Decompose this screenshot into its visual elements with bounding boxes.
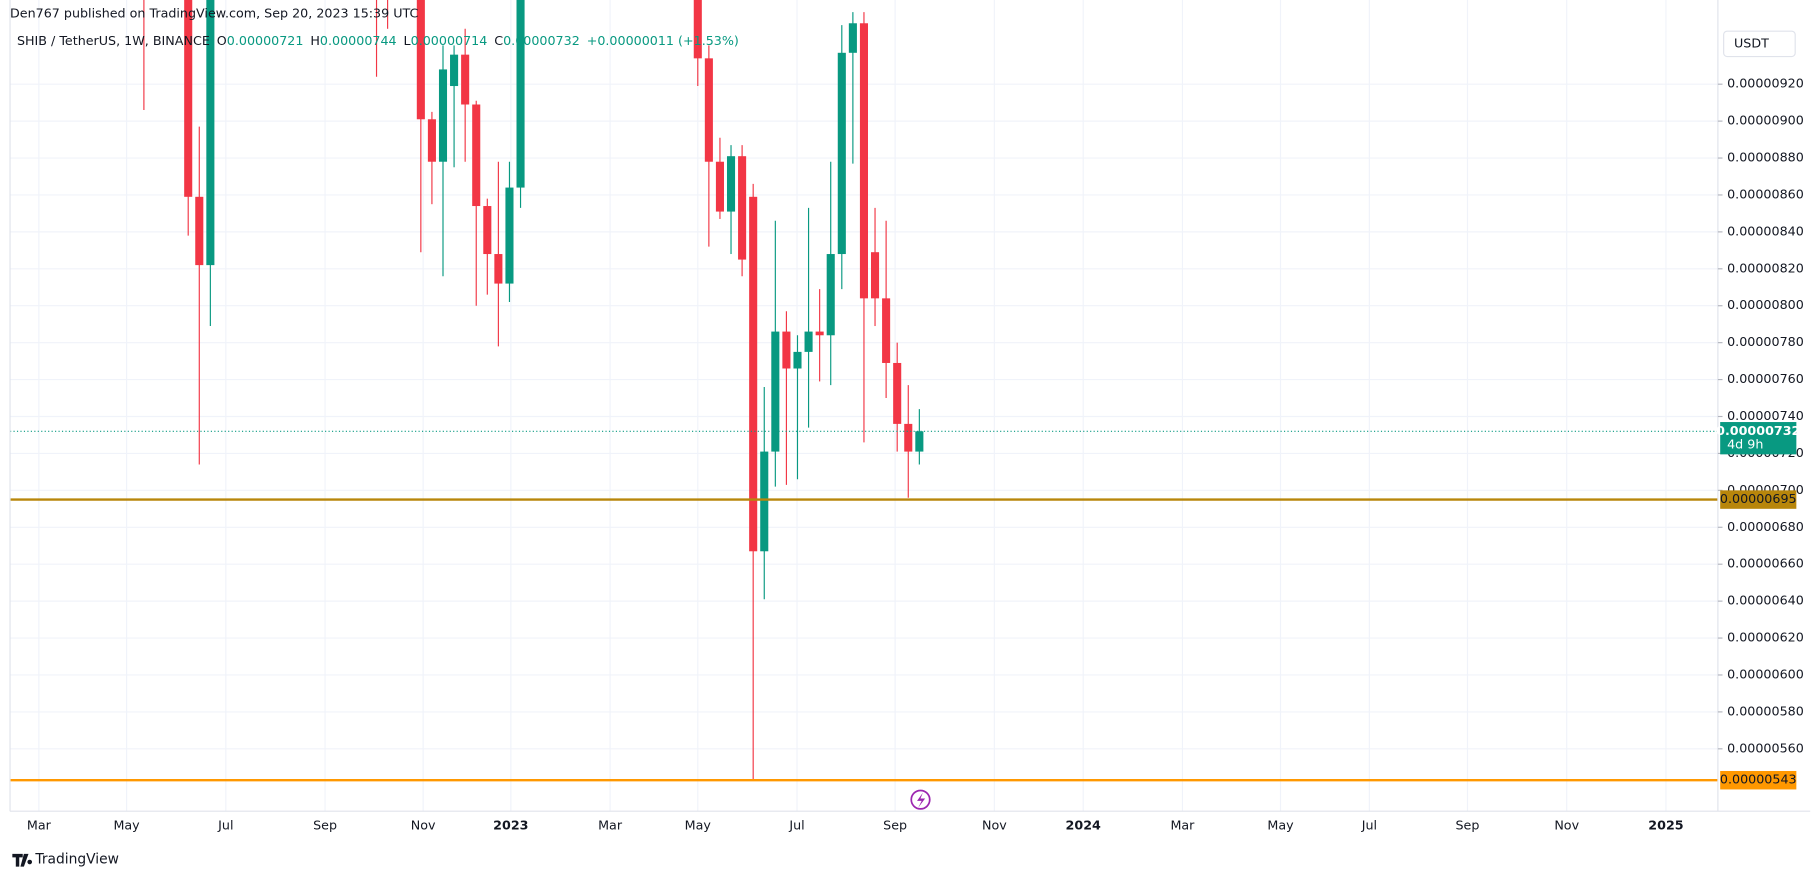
time-axis: Mar May Jul Sep Nov 2023 Mar May Jul Sep Nov 2024 Ma…	[27, 818, 1684, 833]
price-label: 0.00000695	[1720, 491, 1797, 506]
y-tick-label: 0.00000820	[1727, 260, 1804, 275]
x-tick-label: 2023	[493, 818, 528, 833]
candle-body	[505, 187, 514, 284]
ohlc-key: H	[310, 33, 320, 48]
price-label-bg	[1720, 770, 1797, 790]
x-tick-label: May	[113, 818, 140, 833]
candle-body	[184, 0, 193, 197]
candle-body	[915, 431, 924, 452]
x-tick-label: Sep	[313, 818, 337, 833]
y-tick-label: 0.00000840	[1727, 223, 1804, 238]
candle-body	[450, 54, 459, 87]
event-icon-bolt	[917, 792, 926, 808]
symbol: SHIB / TetherUS, 1W, BINANCE	[17, 33, 210, 48]
candle-body	[715, 161, 724, 212]
y-tick-label: 0.00000740	[1727, 408, 1804, 423]
y-tick-label: 0.00000580	[1727, 703, 1804, 718]
ohlc-value: 0.00000714	[411, 33, 488, 48]
y-tick-label: 0.00000880	[1727, 150, 1804, 165]
currency[interactable]: USDT	[1734, 35, 1769, 50]
x-tick-label: Nov	[982, 818, 1007, 833]
price-label-bg	[1720, 490, 1797, 509]
x-tick-label: May	[1267, 818, 1294, 833]
candle-body	[416, 0, 425, 120]
x-tick-label: Mar	[27, 818, 52, 833]
y-tick-label: 0.00000680	[1727, 519, 1804, 534]
currency-button[interactable]	[1723, 30, 1796, 58]
brand-logo	[12, 853, 33, 867]
candle-body	[837, 52, 846, 255]
y-tick-label: 0.00000900	[1727, 113, 1804, 128]
x-tick-label: Nov	[1554, 818, 1579, 833]
y-tick-label: 0.00000780	[1727, 334, 1804, 349]
candle-body	[483, 206, 492, 255]
candle-body	[870, 252, 880, 299]
candle-body	[726, 156, 736, 212]
change: +0.00000011 (+1.53%)	[587, 33, 739, 48]
candle-body	[749, 196, 758, 552]
ohlc-value: 0.00000744	[320, 33, 397, 48]
published-note: Den767 published on TradingView.com, Sep…	[10, 5, 419, 20]
candle-body	[893, 362, 902, 424]
candle-body	[461, 54, 470, 105]
candle-body	[771, 331, 780, 452]
candle-body	[195, 196, 204, 266]
x-tick-label: Mar	[1170, 818, 1195, 833]
y-tick-label: 0.00000620	[1727, 630, 1804, 645]
candle-body	[793, 351, 802, 369]
x-tick-label: Sep	[883, 818, 907, 833]
candle-body	[760, 451, 769, 552]
symbol-legend: SHIB / TetherUS, 1W, BINANCE O 0.00000721…	[17, 33, 739, 48]
countdown: 4d 9h	[1727, 437, 1763, 452]
y-tick-label: 0.00000800	[1727, 297, 1804, 312]
x-tick-label: 2025	[1648, 818, 1683, 833]
ohlc-value: 0.00000732	[503, 33, 580, 48]
candle-body	[693, 0, 702, 59]
x-tick-label: Nov	[411, 818, 436, 833]
event-icon[interactable]	[910, 789, 931, 810]
ohlc-key: C	[494, 33, 503, 48]
candle-body	[472, 104, 481, 207]
candle-body	[904, 423, 913, 452]
ohlc-key: L	[404, 33, 411, 48]
x-tick-label: Jul	[217, 818, 233, 833]
candle-body	[826, 254, 835, 336]
last-price-label: 0.00000732	[1716, 423, 1800, 438]
candle-body	[494, 254, 503, 284]
y-tick-label: 0.00000560	[1727, 740, 1804, 755]
y-tick-label: 0.00000640	[1727, 593, 1804, 608]
candle-body	[427, 119, 436, 162]
last-price-bg	[1720, 422, 1797, 455]
candle-body	[704, 58, 713, 162]
x-tick-label: Mar	[598, 818, 623, 833]
ohlc-value: 0.00000721	[227, 33, 304, 48]
y-tick-label: 0.00000600	[1727, 666, 1804, 681]
candle-body	[859, 23, 868, 299]
candle-body	[804, 331, 813, 352]
candle-body	[848, 23, 857, 53]
x-tick-label: Jul	[788, 818, 804, 833]
candle-body	[438, 69, 448, 162]
plot-area	[10, 0, 1718, 782]
x-tick-label: 2024	[1066, 818, 1101, 833]
y-tick-label: 0.00000920	[1727, 76, 1804, 91]
brand: TradingView	[34, 852, 119, 868]
candle-body	[882, 298, 891, 363]
price-label: 0.00000543	[1720, 772, 1797, 787]
x-tick-label: Sep	[1456, 818, 1480, 833]
candle-body	[738, 156, 747, 260]
ohlc-key: O	[217, 33, 227, 48]
x-tick-label: Jul	[1361, 818, 1377, 833]
y-tick-label: 0.00000860	[1727, 186, 1804, 201]
y-tick-label: 0.00000760	[1727, 371, 1804, 386]
candle-body	[815, 331, 824, 336]
candle-body	[782, 331, 791, 369]
candle-body	[516, 0, 525, 188]
candle-body	[206, 0, 215, 266]
x-tick-label: May	[685, 818, 712, 833]
y-tick-label: 0.00000660	[1727, 556, 1804, 571]
